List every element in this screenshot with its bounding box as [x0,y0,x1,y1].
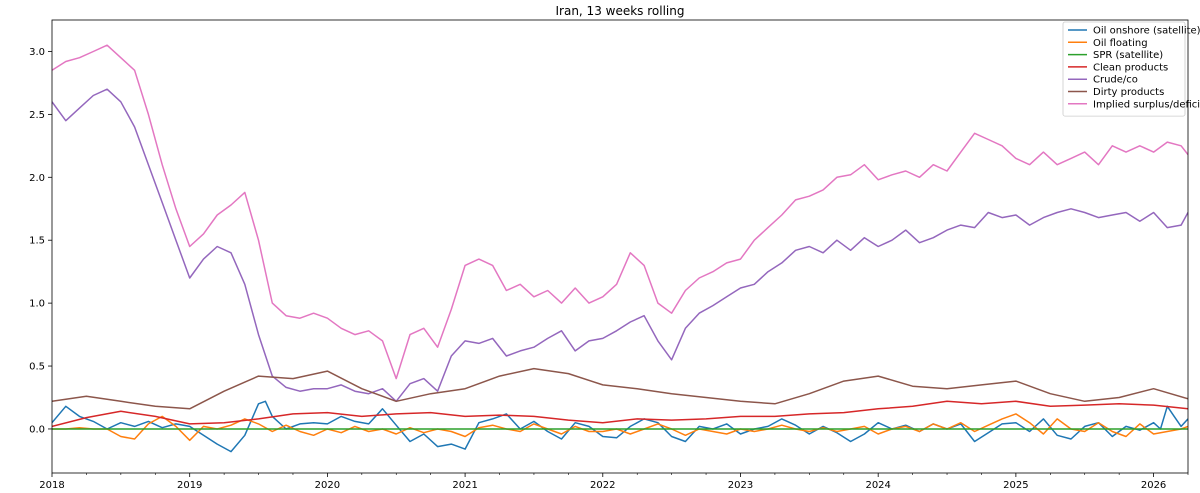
y-tick-label-4: 2.0 [29,173,45,184]
y-tick-label-2: 1.0 [29,299,45,310]
x-tick-label-7: 2025 [1003,480,1028,491]
x-tick-label-5: 2023 [728,480,753,491]
x-tick-label-4: 2022 [590,480,615,491]
y-tick-label-0: 0.0 [29,424,45,435]
legend-label-0: Oil onshore (satellite) [1093,26,1200,37]
x-tick-label-2: 2020 [315,480,340,491]
legend-label-3: Clean products [1093,62,1168,73]
x-tick-label-0: 2018 [39,480,64,491]
series-line-0 [52,400,1188,453]
chart-title: Iran, 13 weeks rolling [556,4,685,18]
legend-label-1: Oil floating [1093,38,1148,49]
axes-frame [51,19,1189,474]
y-tick-label-5: 2.5 [29,110,45,121]
series-line-3 [52,400,1188,428]
y-tick-label-3: 1.5 [29,236,45,247]
plot-area: 0.0 0.5 1.0 1.5 2.0 2.5 3.0 2018 2019 2020 2021 202… [29,19,1189,491]
series-line-1 [52,413,1188,442]
legend-label-5: Dirty products [1093,87,1164,98]
x-tick-label-3: 2021 [452,480,477,491]
x-tick-label-8: 2026 [1141,480,1166,491]
legend-box [1062,21,1186,117]
legend-label-4: Crude/co [1093,75,1138,86]
x-tick-label-6: 2024 [865,480,890,491]
series-line-5 [52,367,1188,410]
y-tick-label-6: 3.0 [29,47,45,58]
y-tick-label-1: 0.5 [29,362,45,373]
legend-label-2: SPR (satellite) [1093,50,1163,61]
x-tick-label-1: 2019 [177,480,202,491]
series-line-4 [52,88,1188,403]
series-line-6 [52,44,1188,380]
legend-label-6: Implied surplus/deficit [1093,99,1200,110]
